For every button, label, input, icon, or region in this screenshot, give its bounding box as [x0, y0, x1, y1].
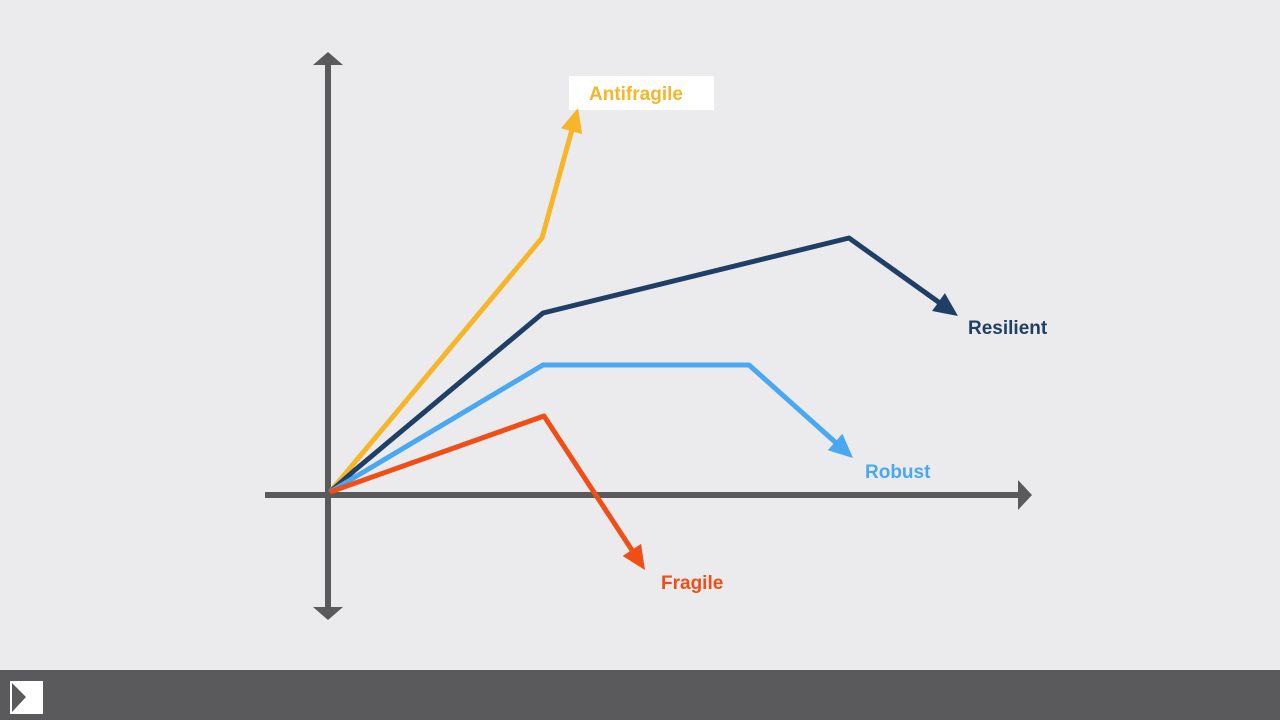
curve-label: Robust	[865, 462, 931, 483]
curves: Antifragile Resilient Robust Fragile	[328, 84, 1048, 594]
curve-label: Fragile	[661, 573, 723, 594]
curve-line	[328, 128, 575, 494]
footer-bar	[0, 670, 1280, 720]
curve-arrow	[560, 108, 583, 135]
y-axis-arrow-top	[313, 52, 343, 65]
label-box	[569, 76, 714, 110]
axes	[265, 52, 1032, 620]
curve-line	[328, 362, 839, 495]
curve-arrow	[827, 433, 853, 458]
y-axis-arrow-bottom	[313, 607, 343, 620]
curve-arrow	[622, 543, 645, 570]
curve-label: Antifragile	[589, 84, 683, 105]
x-axis-arrow	[1018, 480, 1032, 510]
curve-arrow	[932, 293, 958, 316]
curve-label: Resilient	[968, 318, 1048, 339]
curve-line	[328, 235, 942, 494]
curve-line	[329, 413, 636, 553]
logo-shape	[12, 683, 26, 712]
logo	[10, 681, 43, 714]
